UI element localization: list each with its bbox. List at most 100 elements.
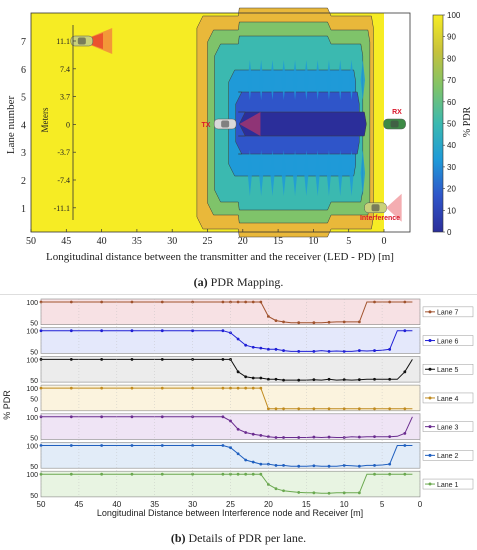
data-point [259,300,263,304]
caption-b-text: Details of PDR per lane. [185,531,307,545]
pdr-contour-zones [196,7,374,238]
y-axis-title: % PDR [2,390,12,420]
legend-marker [428,310,432,314]
x-tick-label: 50 [26,236,36,247]
data-point [274,377,278,381]
legend-label: Lane 5 [437,367,459,374]
lane-tick-label: 6 [21,65,26,76]
rx-vehicle-roof [390,120,399,128]
legend-box [422,421,474,432]
data-point [388,435,392,439]
data-point [130,386,134,390]
lane-tick-label: 7 [21,37,26,48]
pdr-streak [360,150,366,196]
x-tick-label: 25 [226,500,235,509]
data-point [312,350,316,353]
series-line [41,301,413,324]
x-tick-label: 0 [418,500,423,509]
data-point [229,472,232,476]
legend-entry: Lane 4 [422,392,474,404]
data-point [282,407,285,411]
data-point [69,415,73,419]
x-tick-label: 5 [380,500,385,509]
y-tick-label: 50 [30,378,38,385]
legend-entry: Lane 3 [422,421,474,432]
y-tick-label: 50 [30,464,38,471]
data-point [160,472,164,476]
data-point [342,350,346,353]
colorbar-tick-label: 10 [447,206,456,215]
data-point [297,321,301,325]
rx-label: RX [392,109,402,116]
data-point [236,452,240,456]
pdr-zone [238,111,367,137]
data-point [259,386,263,390]
data-point [282,320,285,324]
data-point [221,329,225,333]
y-tick-label: 100 [26,329,38,336]
data-point [251,376,255,380]
lane-tick-label: 3 [21,148,26,159]
data-point [274,407,278,411]
data-point [160,415,164,419]
data-point [259,346,263,350]
data-point [388,300,392,304]
y-tick-label: 50 [30,493,38,500]
caption-b: (b) Details of PDR per lane. [0,531,477,546]
data-point [327,407,331,411]
x-tick-label: 30 [188,500,197,509]
data-point [312,491,316,495]
data-point [342,463,346,467]
pdr-streak [270,60,275,100]
data-point [160,300,164,304]
meters-tick-label: -11.1 [54,204,70,213]
data-point [274,347,278,351]
caption-a-label: (a) [193,275,208,289]
data-point [130,358,134,361]
data-point [160,444,164,447]
data-point [244,343,248,347]
data-point [312,435,316,439]
data-point [297,378,301,382]
data-point [160,386,164,390]
data-point [274,463,278,467]
data-point [69,386,73,390]
colorbar-tick-label: 50 [447,120,456,129]
legend-entry: Lane 6 [422,335,474,346]
data-point [297,464,301,468]
meters-tick-label: -7.4 [57,176,70,185]
data-point [342,320,346,324]
meters-axis-ticks: 11.1 7.4 3.7 0 -3.7 -7.4 -11.1 [54,37,76,213]
data-point [251,386,255,390]
x-axis-ticks: 50 45 40 35 30 25 20 15 10 5 0 [26,229,387,247]
data-point [297,491,301,494]
data-point [267,315,270,318]
data-point [100,358,104,361]
x-axis-title: Longitudinal Distance between Interferen… [97,508,363,518]
x-tick-label: 10 [340,500,349,509]
heatmap-frame [30,12,411,233]
data-point [100,329,104,333]
lane-axis-ticks: 7 6 5 4 3 2 1 [21,37,26,215]
pdr-streak [360,60,366,100]
data-point [282,489,285,493]
rx-vehicle [383,118,406,130]
colorbar-label: % PDR [462,107,473,138]
data-point [312,464,316,468]
legend-marker [428,396,432,400]
legend-box [422,306,474,318]
data-point [373,300,376,304]
colorbar-tick-label: 70 [447,76,456,85]
data-point [259,434,263,437]
tx-beam [239,112,261,136]
lane-panel: 100 50 Lane 2 [26,442,474,471]
data-point [403,444,407,447]
lane-tick-label: 1 [21,204,26,215]
data-point [267,483,270,486]
y-tick-label: 50 [30,436,38,443]
data-point [130,329,134,333]
lane-panel: 100 50 Lane 7 [26,298,474,328]
data-point [282,463,285,467]
data-point [357,378,361,382]
